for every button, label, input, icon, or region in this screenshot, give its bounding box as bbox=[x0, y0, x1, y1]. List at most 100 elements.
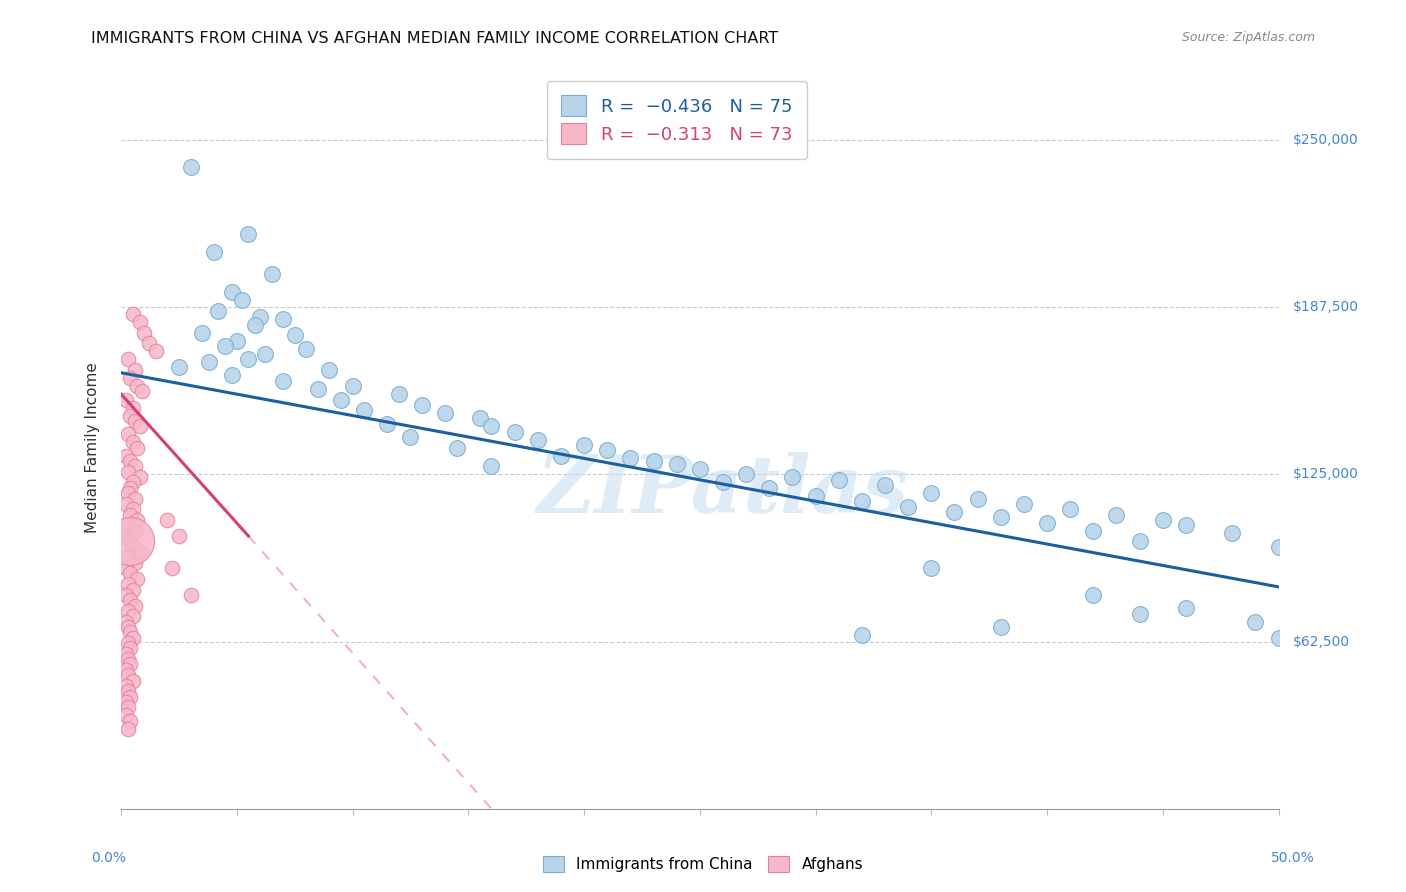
Point bbox=[120, 534, 142, 549]
Point bbox=[503, 425, 526, 439]
Text: $125,000: $125,000 bbox=[1292, 467, 1358, 482]
Point bbox=[117, 684, 139, 698]
Point bbox=[114, 561, 136, 575]
Point bbox=[114, 647, 136, 661]
Point bbox=[1129, 534, 1152, 549]
Point bbox=[481, 419, 503, 434]
Point bbox=[114, 497, 136, 511]
Point bbox=[572, 438, 595, 452]
Point bbox=[120, 641, 142, 656]
Point bbox=[1244, 615, 1267, 629]
Point bbox=[134, 326, 156, 340]
Point bbox=[851, 494, 873, 508]
Point bbox=[127, 572, 149, 586]
Point bbox=[124, 524, 146, 538]
Point bbox=[121, 435, 143, 450]
Point bbox=[550, 449, 572, 463]
Point bbox=[446, 441, 468, 455]
Point bbox=[117, 620, 139, 634]
Point bbox=[1152, 513, 1174, 527]
Point bbox=[114, 679, 136, 693]
Point bbox=[114, 663, 136, 677]
Point bbox=[920, 561, 942, 575]
Point bbox=[121, 540, 143, 554]
Point bbox=[128, 419, 150, 434]
Point bbox=[120, 714, 142, 728]
Point bbox=[124, 414, 146, 428]
Point bbox=[225, 334, 247, 348]
Point bbox=[114, 708, 136, 723]
Point bbox=[167, 360, 190, 375]
Point bbox=[1220, 526, 1243, 541]
Point bbox=[1059, 502, 1081, 516]
Point bbox=[117, 700, 139, 714]
Point bbox=[214, 339, 236, 353]
Point bbox=[121, 401, 143, 415]
Point bbox=[124, 363, 146, 377]
Point bbox=[1083, 524, 1105, 538]
Point bbox=[121, 609, 143, 624]
Point bbox=[1267, 631, 1289, 645]
Point bbox=[643, 454, 665, 468]
Point bbox=[990, 510, 1012, 524]
Point bbox=[1267, 540, 1289, 554]
Point bbox=[238, 352, 260, 367]
Point bbox=[117, 668, 139, 682]
Y-axis label: Median Family Income: Median Family Income bbox=[86, 362, 100, 533]
Point bbox=[596, 443, 619, 458]
Point bbox=[221, 368, 243, 383]
Point bbox=[271, 312, 294, 326]
Point bbox=[114, 695, 136, 709]
Point bbox=[120, 508, 142, 522]
Point bbox=[330, 392, 353, 407]
Point bbox=[124, 556, 146, 570]
Point bbox=[260, 267, 283, 281]
Point bbox=[665, 457, 688, 471]
Point bbox=[1129, 607, 1152, 621]
Point bbox=[117, 465, 139, 479]
Point bbox=[121, 502, 143, 516]
Point bbox=[124, 459, 146, 474]
Point bbox=[238, 227, 260, 241]
Point bbox=[120, 371, 142, 385]
Point bbox=[828, 473, 851, 487]
Point bbox=[131, 384, 153, 399]
Text: $62,500: $62,500 bbox=[1292, 635, 1350, 648]
Point bbox=[117, 550, 139, 565]
Point bbox=[121, 673, 143, 688]
Point bbox=[1036, 516, 1059, 530]
Point bbox=[120, 657, 142, 672]
Point bbox=[114, 449, 136, 463]
Point bbox=[120, 690, 142, 704]
Point bbox=[897, 500, 920, 514]
Point bbox=[221, 285, 243, 300]
Point bbox=[249, 310, 271, 324]
Point bbox=[127, 379, 149, 393]
Point bbox=[689, 462, 711, 476]
Point bbox=[160, 561, 183, 575]
Point bbox=[117, 604, 139, 618]
Point bbox=[128, 470, 150, 484]
Legend: Immigrants from China, Afghans: Immigrants from China, Afghans bbox=[536, 848, 870, 880]
Point bbox=[120, 409, 142, 423]
Point bbox=[207, 304, 229, 318]
Point bbox=[399, 430, 422, 444]
Point bbox=[966, 491, 988, 506]
Point bbox=[120, 481, 142, 495]
Point bbox=[117, 636, 139, 650]
Point bbox=[127, 441, 149, 455]
Point bbox=[117, 722, 139, 736]
Point bbox=[145, 344, 167, 359]
Point bbox=[127, 513, 149, 527]
Point bbox=[1083, 588, 1105, 602]
Point bbox=[138, 336, 160, 351]
Point bbox=[124, 491, 146, 506]
Point bbox=[411, 398, 433, 412]
Point bbox=[307, 382, 329, 396]
Point bbox=[114, 529, 136, 543]
Point bbox=[124, 599, 146, 613]
Point bbox=[231, 293, 253, 308]
Point bbox=[114, 392, 136, 407]
Point bbox=[117, 486, 139, 500]
Point bbox=[619, 451, 641, 466]
